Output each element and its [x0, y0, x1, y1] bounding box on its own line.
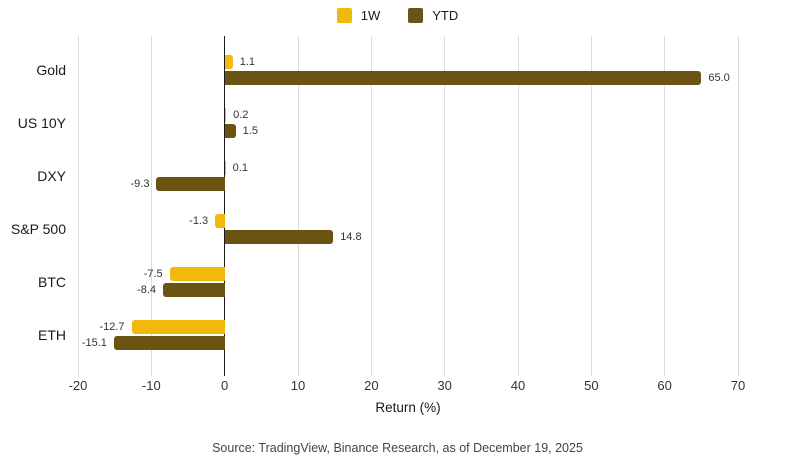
legend-item-ytd: YTD: [408, 8, 458, 23]
bar-ytd-btc: [163, 283, 225, 297]
source-note: Source: TradingView, Binance Research, a…: [212, 441, 583, 455]
bar-1w-eth: [131, 320, 225, 334]
legend-label: 1W: [360, 8, 381, 23]
bar-1w-s-p-500: [215, 214, 225, 228]
value-label: -9.3: [130, 178, 150, 190]
legend-item-1w: 1W: [336, 8, 381, 23]
gridline: [150, 36, 152, 376]
value-label: -7.5: [143, 268, 163, 280]
value-label: -15.1: [81, 337, 107, 349]
x-tick-label: -10: [141, 378, 161, 393]
value-label: 1.1: [239, 56, 256, 68]
x-tick-label: 40: [510, 378, 526, 393]
zero-line: [224, 36, 226, 376]
bar-1w-btc: [169, 267, 225, 281]
legend-label: YTD: [432, 8, 459, 23]
gridline: [517, 36, 519, 376]
x-axis-title: Return (%): [375, 400, 441, 415]
x-tick-label: 60: [657, 378, 672, 393]
plot-area: 1.1 65.0 0.2 1.5 0.1 -9.3 -1.3 14.8 -7.5 -8.4 -12.…: [77, 36, 739, 376]
legend-swatch-icon: [336, 8, 352, 23]
gridline: [370, 36, 372, 376]
value-label: 0.1: [232, 162, 248, 174]
value-label: 65.0: [708, 72, 730, 84]
bar-ytd-gold: [224, 71, 702, 85]
category-label: Gold: [36, 62, 66, 78]
category-label: DXY: [37, 168, 66, 184]
bar-ytd-us-10y: [224, 124, 236, 138]
gridline: [737, 36, 739, 376]
bar-ytd-eth: [113, 336, 225, 350]
value-label: 0.2: [233, 109, 249, 121]
bar-1w-dxy: [224, 161, 226, 175]
gridline: [77, 36, 79, 376]
x-tick-label: 70: [730, 378, 746, 393]
legend: 1W YTD: [0, 8, 795, 23]
x-tick-label: 50: [584, 378, 599, 393]
bar-ytd-s-p-500: [224, 230, 334, 244]
value-label: 14.8: [340, 231, 362, 243]
value-label: -12.7: [99, 321, 125, 333]
value-label: -1.3: [189, 215, 209, 227]
legend-swatch-icon: [408, 8, 424, 23]
category-label: S&P 500: [10, 221, 66, 237]
category-label: BTC: [38, 274, 66, 290]
y-axis-labels: Gold US 10Y DXY S&P 500 BTC ETH: [0, 36, 66, 370]
gridline: [297, 36, 299, 376]
category-label: US 10Y: [17, 115, 66, 131]
category-label: ETH: [38, 327, 66, 343]
gridline: [444, 36, 446, 376]
x-tick-label: -20: [68, 378, 88, 393]
x-tick-label: 0: [221, 378, 229, 393]
gridline: [664, 36, 666, 376]
x-tick-label: 20: [364, 378, 379, 393]
bar-ytd-dxy: [156, 177, 225, 191]
x-axis-ticks: -20 -10 0 10 20 30 40 50 60 70: [69, 378, 746, 394]
bar-1w-gold: [224, 55, 233, 69]
value-label: 1.5: [242, 125, 258, 137]
x-tick-label: 30: [437, 378, 452, 393]
x-tick-label: 10: [290, 378, 306, 393]
gridline: [590, 36, 592, 376]
bar-1w-us-10y: [224, 108, 227, 122]
value-label: -8.4: [137, 284, 157, 296]
